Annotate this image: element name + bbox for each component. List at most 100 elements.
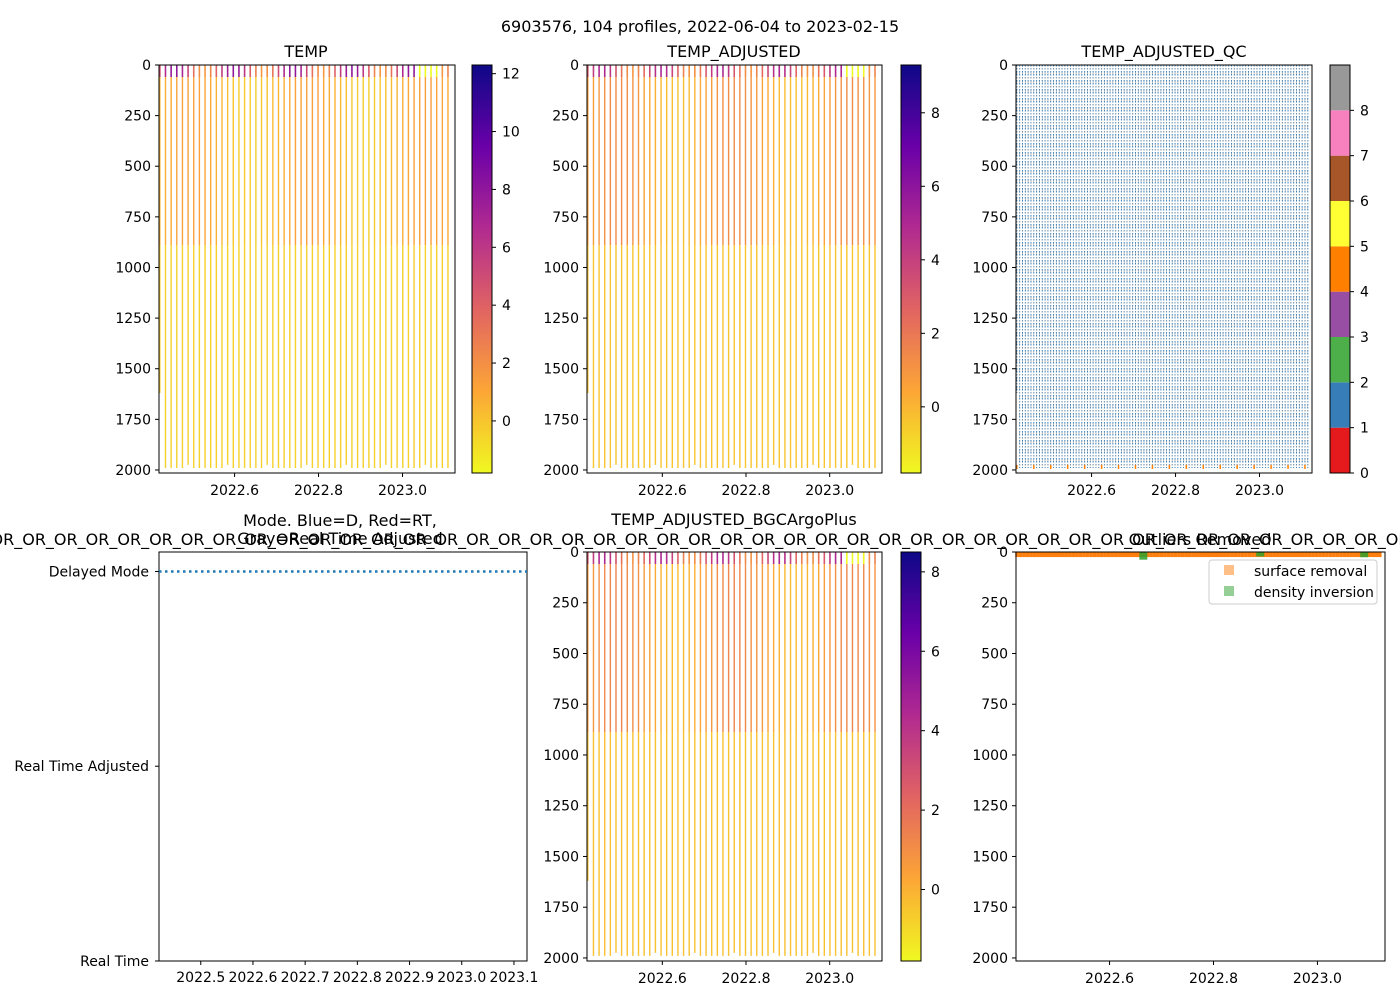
surface-removal-mark <box>1240 552 1245 558</box>
bgc-ytick-label: 1750 <box>543 900 579 916</box>
temp-ytick-label: 1250 <box>115 311 151 327</box>
surface-removal-mark <box>1187 552 1192 558</box>
temp-ytick-label: 1750 <box>115 412 151 428</box>
surface-removal-mark <box>1117 552 1121 558</box>
surface-removal-mark <box>1367 552 1372 558</box>
qc-xtick-label: 2022.6 <box>1067 483 1116 499</box>
surface-removal-mark <box>1124 552 1129 558</box>
tadj-ytick-label: 1250 <box>543 311 579 327</box>
out-ytick-label: 500 <box>981 646 1008 662</box>
out-ytick-label: 0 <box>999 545 1008 561</box>
colorbar-tick-label: 0 <box>931 883 940 899</box>
bgc-ytick-label: 500 <box>552 646 579 662</box>
colorbar-fill <box>900 551 922 962</box>
surface-removal-mark <box>1237 552 1241 558</box>
colorbar-tick-label: 8 <box>502 182 511 198</box>
surface-removal-mark <box>1314 552 1319 558</box>
surface-removal-mark <box>1328 552 1333 558</box>
mode-xtick-label: 2022.5 <box>176 970 225 986</box>
surface-removal-mark <box>1113 552 1118 558</box>
out-ytick-label: 1000 <box>972 748 1008 764</box>
surface-removal-mark <box>1068 552 1072 558</box>
out-xtick-label: 2023.0 <box>1293 971 1342 987</box>
tadj-xtick-label: 2022.8 <box>722 483 771 499</box>
colorbar-tick-label: 0 <box>931 400 940 416</box>
temp-xtick-label: 2023.0 <box>378 483 427 499</box>
qc-ytick-label: 250 <box>981 109 1008 125</box>
qc-ytick-label: 1750 <box>972 412 1008 428</box>
qc-ytick-label: 750 <box>981 210 1008 226</box>
colorbar-qc: 8 7 6 5 4 3 2 1 0 <box>1329 64 1369 482</box>
tadj-ytick-label: 250 <box>552 109 579 125</box>
surface-removal-mark <box>1321 552 1326 558</box>
colorbar-tick-label: 5 <box>1360 239 1369 255</box>
plot-area-temp-adjusted: 0 250 500 750 1000 1250 1500 1750 2000 2022.6 2022… <box>543 58 883 499</box>
surface-removal-mark <box>1272 552 1276 558</box>
surface-removal-mark <box>1032 552 1037 558</box>
surface-removal-mark <box>1226 552 1231 558</box>
panel-temp-adjusted-qc: TEMP_ADJUSTED_QC 02505007501000125015001… <box>972 42 1369 499</box>
surface-removal-mark <box>1092 552 1097 558</box>
surface-removal-mark <box>1300 552 1305 558</box>
qc-xtick-label: 2022.8 <box>1151 483 1200 499</box>
mode-xtick-label: 2022.8 <box>333 970 382 986</box>
tadj-ytick-label: 750 <box>552 210 579 226</box>
surface-removal-mark <box>1022 552 1026 558</box>
panel-title-temp-adjusted-bgcargoplus: TEMP_ADJUSTED_BGCArgoPlus <box>610 510 856 530</box>
qc-ytick-label: 1250 <box>972 311 1008 327</box>
temp-ytick-label: 1500 <box>115 362 151 378</box>
qc-xtick-label: 2023.0 <box>1235 483 1284 499</box>
temp-ytick-label: 0 <box>142 58 151 74</box>
panel-title-outliers-removed: Outliers Removed <box>1129 530 1272 549</box>
surface-removal-mark <box>1194 552 1199 558</box>
surface-removal-mark <box>1096 552 1100 558</box>
outlier-label-overlay: _OR_OR_OR_OR_OR_OR_OR_OR_OR_OR_OR_OR_OR_… <box>0 530 1400 550</box>
panel-title-mode-line2: Gray=Real Time Adjusted <box>237 529 443 548</box>
qc-colorbar-band-6 <box>1330 155 1350 201</box>
surface-removal-mark <box>1184 552 1188 558</box>
mode-ytick-label: Real Time Adjusted <box>14 759 149 775</box>
density-inversion-point <box>1256 552 1265 557</box>
bgc-ytick-label: 2000 <box>543 951 579 967</box>
figure-title: 6903576, 104 profiles, 2022-06-04 to 202… <box>501 17 899 36</box>
surface-removal-mark <box>1134 552 1139 558</box>
out-xtick-label: 2022.6 <box>1085 971 1134 987</box>
colorbar-tick-label: 6 <box>931 179 940 195</box>
legend-label-surface-removal: surface removal <box>1254 564 1367 580</box>
colorbar-tick-label: 7 <box>1360 149 1369 165</box>
out-ytick-label: 1500 <box>972 849 1008 865</box>
panel-title-mode-line1: Mode. Blue=D, Red=RT, <box>243 511 437 530</box>
out-ytick-label: 1750 <box>972 900 1008 916</box>
panel-outliers-removed: _OR_OR_OR_OR_OR_OR_OR_OR_OR_OR_OR_OR_OR_… <box>0 530 1400 987</box>
qc-ytick-label: 2000 <box>972 463 1008 479</box>
surface-removal-mark <box>1050 552 1055 558</box>
surface-removal-mark <box>1251 552 1255 558</box>
mode-ytick-label: Real Time <box>80 954 149 970</box>
surface-removal-mark <box>1349 552 1354 558</box>
surface-removal-mark <box>1356 552 1361 558</box>
density-inversion-point <box>1139 552 1148 560</box>
qc-colorbar-band-0 <box>1330 427 1350 473</box>
surface-removal-mark <box>1289 552 1294 558</box>
colorbar-fill <box>471 64 493 474</box>
surface-removal-mark <box>1332 552 1336 558</box>
bgc-ytick-label: 1250 <box>543 799 579 815</box>
surface-removal-mark <box>1075 552 1079 558</box>
surface-removal-mark <box>1156 552 1160 558</box>
qc-ytick-label: 0 <box>999 58 1008 74</box>
panel-title-temp: TEMP <box>283 42 328 61</box>
colorbar-tick-label: 6 <box>1360 194 1369 210</box>
colorbar-tick-label: 4 <box>1360 285 1369 301</box>
surface-removal-mark <box>1247 552 1252 558</box>
surface-removal-mark <box>1293 552 1298 558</box>
surface-removal-mark <box>1082 552 1086 558</box>
mode-xtick-label: 2023.0 <box>437 970 486 986</box>
tadj-ytick-label: 1750 <box>543 412 579 428</box>
surface-removal-mark <box>1275 552 1280 558</box>
colorbar-tick-label: 6 <box>931 644 940 660</box>
out-ytick-label: 250 <box>981 596 1008 612</box>
legend-swatch-surface-removal <box>1224 565 1234 575</box>
density-inversion-point <box>1360 552 1369 558</box>
surface-removal-mark <box>1378 552 1382 558</box>
